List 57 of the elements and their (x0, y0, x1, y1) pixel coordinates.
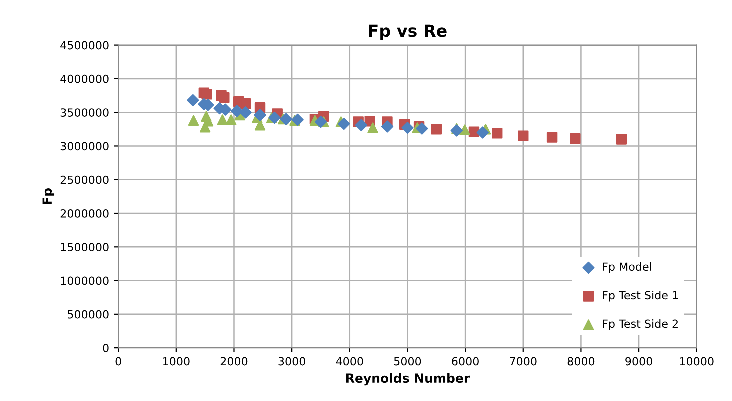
point (476, 126, 489, 139)
point (338, 118, 350, 130)
point (368, 122, 378, 134)
point (240, 98, 252, 110)
point (381, 120, 394, 133)
point (268, 112, 281, 124)
point (431, 124, 442, 135)
point (292, 114, 304, 126)
x-tick-label: 0 (116, 357, 122, 366)
point (492, 128, 503, 139)
y-tick-label: 4500000 (60, 41, 109, 50)
point (450, 124, 463, 137)
point (226, 114, 237, 126)
point (402, 122, 414, 134)
point (217, 114, 228, 126)
x-tick-label: 1000 (163, 357, 190, 366)
y-tick-label: 4000000 (60, 74, 109, 84)
point (314, 116, 328, 128)
point (202, 89, 212, 100)
y-tick-label: 0 (103, 344, 109, 352)
x-tick-label: 9000 (626, 357, 652, 366)
chart-title: Fp vs Re (369, 24, 447, 40)
legend-label: Fp Test Side 1 (603, 291, 678, 302)
x-tick-label: 7000 (510, 357, 537, 366)
point (460, 124, 470, 136)
y-tick-label: 3000000 (60, 142, 109, 151)
point (280, 113, 292, 126)
legend-label: Fp Test Side 2 (603, 320, 678, 330)
y-tick-label: 1000000 (61, 276, 109, 286)
y-tick-label: 500000 (68, 310, 109, 319)
point (468, 126, 480, 138)
x-tick-label: 5000 (394, 357, 422, 366)
x-tick-label: 3000 (278, 357, 306, 366)
point (570, 133, 581, 144)
y-tick-label: 2500000 (60, 176, 109, 184)
x-tick-label: 6000 (452, 357, 479, 366)
point (187, 94, 200, 107)
x-tick-label: 4000 (336, 357, 364, 366)
x-axis-title: Reynolds Number (346, 373, 470, 386)
point (518, 130, 529, 142)
point (546, 132, 558, 143)
point (231, 105, 244, 118)
x-tick-label: 10000 (680, 357, 714, 366)
y-tick-label: 1500000 (61, 243, 109, 252)
point (355, 119, 368, 132)
point (616, 134, 628, 145)
point (188, 115, 200, 126)
y-tick-label: 3500000 (60, 108, 109, 117)
point (254, 109, 266, 122)
point (219, 92, 230, 104)
point (240, 106, 252, 119)
x-tick-label: 2000 (220, 357, 248, 366)
x-tick-label: 8000 (568, 357, 595, 366)
point (416, 122, 428, 135)
y-tick-label: 2000000 (60, 209, 109, 218)
legend-label: Fp Model (603, 262, 652, 274)
y-axis-title: Fp (42, 188, 55, 204)
